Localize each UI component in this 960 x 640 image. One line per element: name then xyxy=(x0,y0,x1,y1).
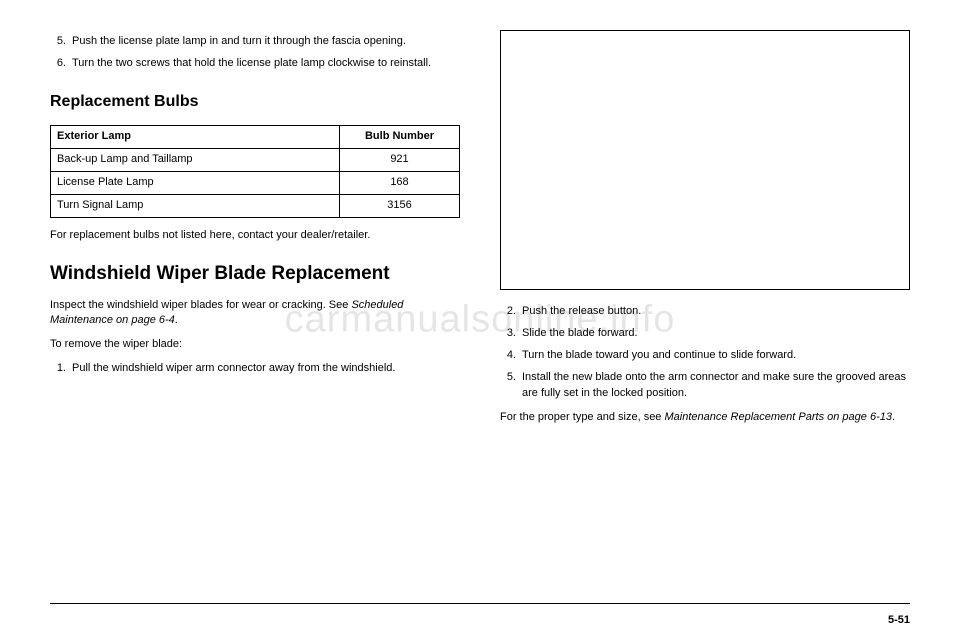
step-number: 6. xyxy=(50,56,66,72)
cross-ref: Maintenance Replacement Parts on page 6-… xyxy=(664,411,891,423)
table-row: Turn Signal Lamp 3156 xyxy=(51,194,460,217)
wiper-footer: For the proper type and size, see Mainte… xyxy=(500,410,910,426)
left-column: 5. Push the license plate lamp in and tu… xyxy=(50,30,460,570)
text: . xyxy=(175,314,178,326)
replacement-bulbs-heading: Replacement Bulbs xyxy=(50,90,460,113)
cell-lamp: Back-up Lamp and Taillamp xyxy=(51,149,340,172)
page-number: 5-51 xyxy=(888,614,910,626)
text: For the proper type and size, see xyxy=(500,411,664,423)
step-text: Turn the blade toward you and continue t… xyxy=(522,349,796,361)
wiper-intro: Inspect the windshield wiper blades for … xyxy=(50,298,460,330)
step-number: 5. xyxy=(50,34,66,50)
cell-number: 921 xyxy=(340,149,460,172)
cell-number: 168 xyxy=(340,171,460,194)
step-text: Install the new blade onto the arm conne… xyxy=(522,371,906,399)
figure-placeholder xyxy=(500,30,910,290)
list-item: 1. Pull the windshield wiper arm connect… xyxy=(68,361,460,377)
table-row: License Plate Lamp 168 xyxy=(51,171,460,194)
step-number: 4. xyxy=(500,348,516,364)
step-text: Pull the windshield wiper arm connector … xyxy=(72,362,395,374)
list-item: 6. Turn the two screws that hold the lic… xyxy=(68,56,460,72)
step-text: Push the license plate lamp in and turn … xyxy=(72,35,406,47)
page-columns: 5. Push the license plate lamp in and tu… xyxy=(50,30,910,570)
license-plate-steps-continued: 5. Push the license plate lamp in and tu… xyxy=(50,34,460,72)
table-row: Back-up Lamp and Taillamp 921 xyxy=(51,149,460,172)
list-item: 5. Push the license plate lamp in and tu… xyxy=(68,34,460,50)
step-number: 2. xyxy=(500,304,516,320)
footer-rule xyxy=(50,603,910,604)
table-row: Exterior Lamp Bulb Number xyxy=(51,126,460,149)
list-item: 3. Slide the blade forward. xyxy=(518,326,910,342)
cell-number: 3156 xyxy=(340,194,460,217)
list-item: 2. Push the release button. xyxy=(518,304,910,320)
col-header-lamp: Exterior Lamp xyxy=(51,126,340,149)
text: Inspect the windshield wiper blades for … xyxy=(50,299,351,311)
step-text: Turn the two screws that hold the licens… xyxy=(72,57,431,69)
wiper-remove-steps: 1. Pull the windshield wiper arm connect… xyxy=(50,361,460,377)
bulbs-table: Exterior Lamp Bulb Number Back-up Lamp a… xyxy=(50,125,460,218)
list-item: 5. Install the new blade onto the arm co… xyxy=(518,370,910,402)
step-number: 5. xyxy=(500,370,516,386)
step-number: 1. xyxy=(50,361,66,377)
wiper-remove-intro: To remove the wiper blade: xyxy=(50,337,460,353)
wiper-heading: Windshield Wiper Blade Replacement xyxy=(50,262,460,286)
bulbs-note: For replacement bulbs not listed here, c… xyxy=(50,228,460,244)
list-item: 4. Turn the blade toward you and continu… xyxy=(518,348,910,364)
col-header-number: Bulb Number xyxy=(340,126,460,149)
text: . xyxy=(892,411,895,423)
right-column: 2. Push the release button. 3. Slide the… xyxy=(500,30,910,570)
wiper-steps-continued: 2. Push the release button. 3. Slide the… xyxy=(500,304,910,402)
step-number: 3. xyxy=(500,326,516,342)
step-text: Slide the blade forward. xyxy=(522,327,638,339)
cell-lamp: License Plate Lamp xyxy=(51,171,340,194)
step-text: Push the release button. xyxy=(522,305,641,317)
cell-lamp: Turn Signal Lamp xyxy=(51,194,340,217)
